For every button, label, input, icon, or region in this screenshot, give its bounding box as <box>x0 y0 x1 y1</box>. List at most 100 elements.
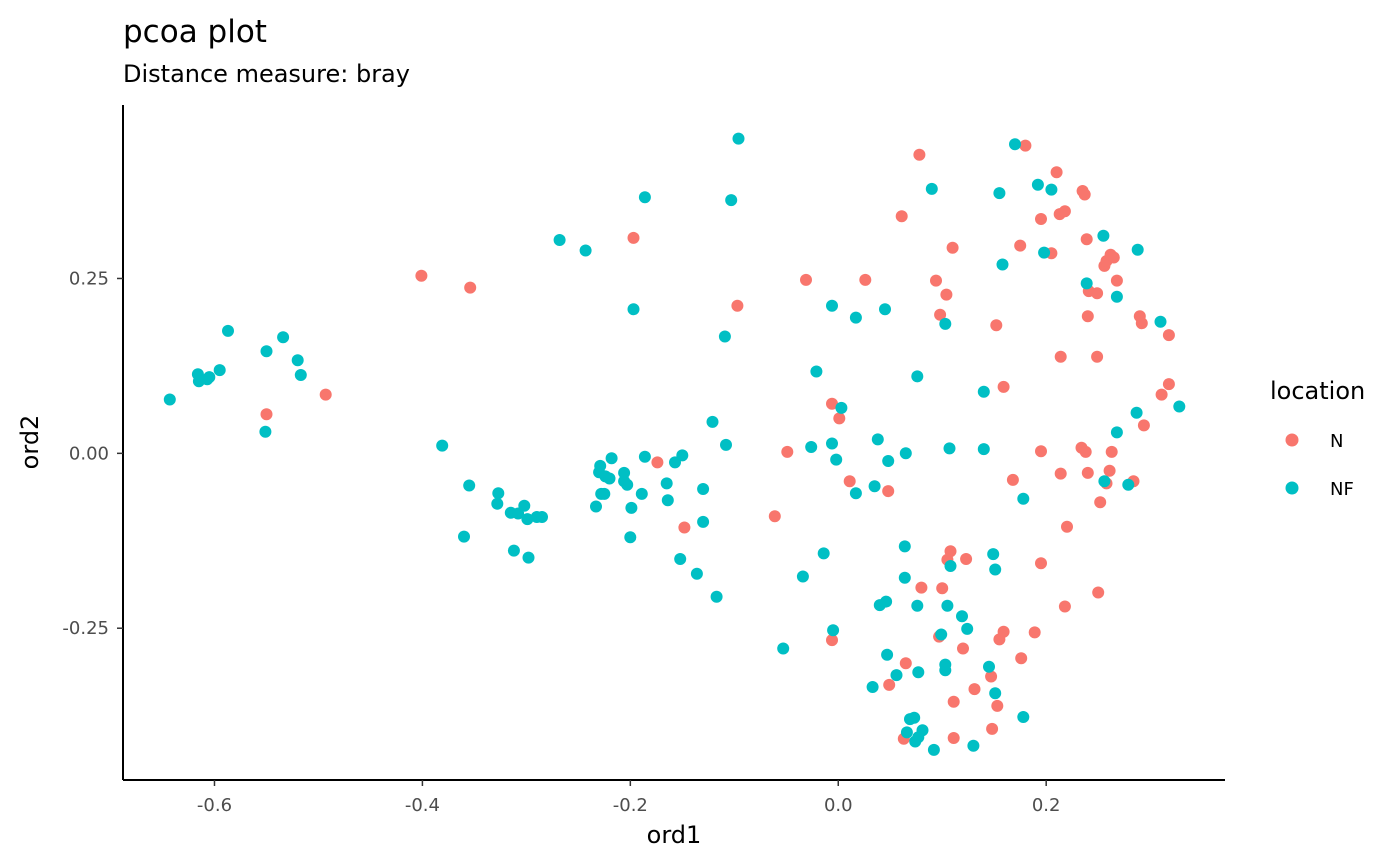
point-nf-82 <box>1038 246 1051 259</box>
x-tick-label: 0.0 <box>824 795 853 816</box>
point-n-67 <box>1061 520 1073 533</box>
point-nf-44 <box>625 501 638 514</box>
point-nf-95 <box>796 570 809 583</box>
point-nf-42 <box>621 478 634 491</box>
point-n-12 <box>895 210 908 223</box>
point-n-43 <box>1162 378 1175 391</box>
point-n-14 <box>930 274 942 287</box>
point-nf-27 <box>638 191 651 204</box>
point-nf-24 <box>522 551 535 564</box>
point-nf-92 <box>1098 475 1111 488</box>
point-n-73 <box>997 625 1010 638</box>
point-n-11 <box>859 273 872 286</box>
point-nf-80 <box>1031 178 1044 191</box>
point-nf-48 <box>661 494 674 507</box>
point-nf-5 <box>213 364 226 377</box>
point-n-31 <box>1091 287 1104 300</box>
legend-label-n: N <box>1330 431 1343 452</box>
point-nf-87 <box>1154 315 1167 328</box>
point-nf-113 <box>890 669 903 682</box>
point-nf-112 <box>881 648 894 661</box>
point-nf-97 <box>827 624 840 637</box>
point-n-3 <box>319 388 332 401</box>
point-nf-58 <box>810 365 823 378</box>
point-n-16 <box>946 241 959 254</box>
point-nf-98 <box>898 540 911 553</box>
point-nf-72 <box>943 442 956 455</box>
point-n-54 <box>1054 467 1067 480</box>
point-nf-61 <box>879 303 891 316</box>
point-nf-93 <box>939 317 952 330</box>
point-n-68 <box>915 581 928 594</box>
chart-title: pcoa plot <box>123 14 267 50</box>
point-nf-121 <box>916 724 929 737</box>
point-n-53 <box>1081 466 1094 479</box>
point-nf-19 <box>518 499 531 512</box>
point-n-34 <box>1091 350 1104 363</box>
point-nf-126 <box>1017 711 1030 723</box>
point-n-81 <box>947 695 960 708</box>
point-n-75 <box>1015 652 1028 665</box>
point-nf-109 <box>935 628 948 641</box>
point-nf-124 <box>927 743 940 756</box>
y-axis-title: ord2 <box>16 415 44 470</box>
point-n-49 <box>1103 464 1116 477</box>
point-n-18 <box>990 319 1003 332</box>
point-n-10 <box>800 273 812 286</box>
point-nf-30 <box>732 132 745 145</box>
x-tick-label: 0.2 <box>1032 795 1061 816</box>
point-nf-16 <box>491 497 504 510</box>
point-n-58 <box>833 412 846 425</box>
point-n-28 <box>1078 188 1091 201</box>
point-n-5 <box>731 299 744 312</box>
point-n-69 <box>936 582 949 595</box>
point-nf-104 <box>956 610 968 623</box>
point-nf-103 <box>941 599 954 612</box>
point-nf-119 <box>908 711 921 724</box>
point-n-32 <box>1081 310 1094 323</box>
point-nf-105 <box>961 622 974 635</box>
point-nf-52 <box>690 567 703 580</box>
point-nf-66 <box>830 453 843 466</box>
point-nf-32 <box>590 500 602 513</box>
point-nf-107 <box>987 548 1000 561</box>
point-nf-69 <box>871 433 884 446</box>
point-nf-78 <box>925 182 938 195</box>
point-n-33 <box>1054 350 1067 363</box>
point-n-48 <box>1105 445 1118 458</box>
point-nf-29 <box>725 194 738 207</box>
point-nf-25 <box>553 234 566 246</box>
point-nf-106 <box>944 560 957 572</box>
point-n-80 <box>991 699 1004 712</box>
point-n-39 <box>1110 274 1123 287</box>
point-nf-36 <box>598 487 611 500</box>
chart-subtitle: Distance measure: bray <box>123 60 410 88</box>
point-n-78 <box>968 683 981 696</box>
point-nf-75 <box>977 385 990 398</box>
point-nf-0 <box>163 393 176 406</box>
point-n-52 <box>1094 496 1107 509</box>
point-n-4 <box>627 231 640 244</box>
point-nf-22 <box>536 511 548 523</box>
point-nf-34 <box>594 459 607 472</box>
point-nf-12 <box>436 439 449 452</box>
point-nf-13 <box>463 479 476 492</box>
point-nf-14 <box>458 530 470 543</box>
point-nf-31 <box>718 330 731 343</box>
point-nf-60 <box>849 311 862 324</box>
point-n-57 <box>826 397 838 410</box>
point-nf-62 <box>835 401 848 414</box>
point-n-17 <box>934 308 947 321</box>
point-n-63 <box>960 553 973 565</box>
point-nf-47 <box>660 477 673 490</box>
point-nf-122 <box>900 726 913 739</box>
point-nf-46 <box>638 450 651 463</box>
point-nf-45 <box>635 487 648 500</box>
point-n-64 <box>1035 557 1047 570</box>
point-n-15 <box>940 288 953 301</box>
point-nf-89 <box>1130 406 1143 419</box>
point-nf-73 <box>977 443 990 456</box>
point-n-9 <box>781 445 794 458</box>
point-n-82 <box>986 722 999 735</box>
point-n-74 <box>1028 626 1041 639</box>
